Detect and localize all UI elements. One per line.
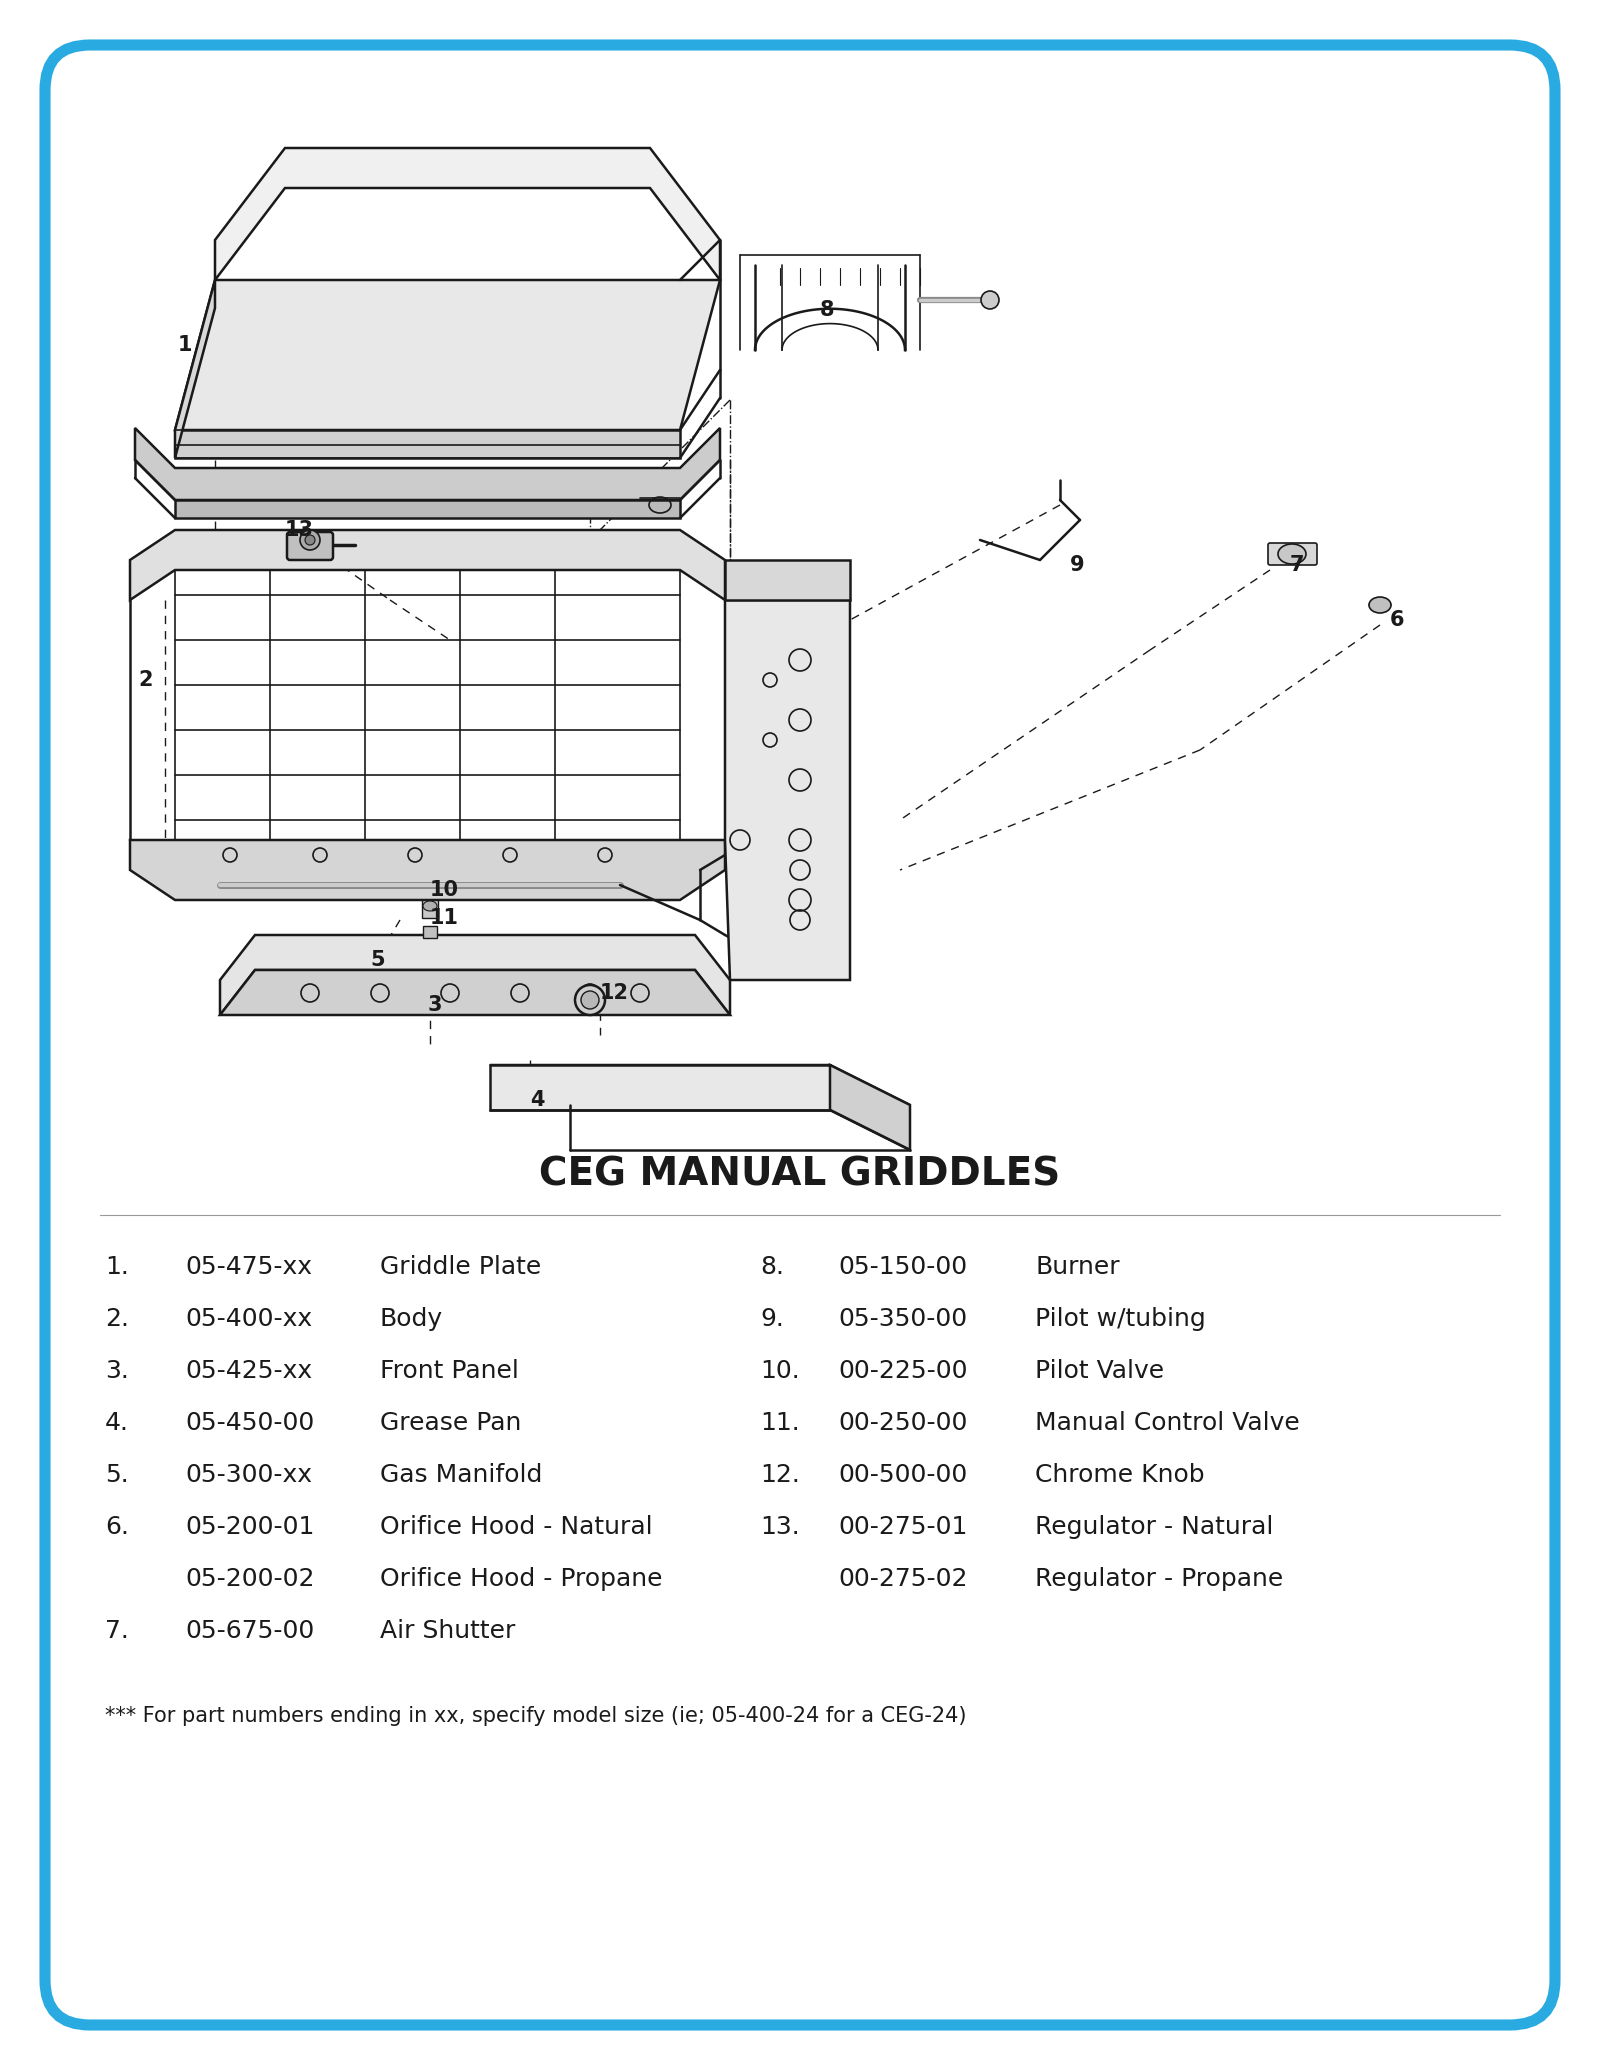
- Text: 05-400-xx: 05-400-xx: [186, 1306, 312, 1331]
- Text: 10: 10: [430, 880, 459, 900]
- Text: 1.: 1.: [106, 1254, 130, 1279]
- Text: Orifice Hood - Propane: Orifice Hood - Propane: [381, 1567, 662, 1592]
- Polygon shape: [174, 279, 214, 457]
- Text: 05-300-xx: 05-300-xx: [186, 1463, 312, 1486]
- Text: Air Shutter: Air Shutter: [381, 1619, 515, 1644]
- Text: 11: 11: [430, 909, 459, 927]
- Polygon shape: [221, 936, 730, 1014]
- Text: Grease Pan: Grease Pan: [381, 1412, 522, 1435]
- Text: 7.: 7.: [106, 1619, 130, 1644]
- Text: 7: 7: [1290, 555, 1304, 575]
- Text: 05-200-02: 05-200-02: [186, 1567, 315, 1592]
- Text: 5: 5: [370, 950, 384, 971]
- Polygon shape: [490, 1064, 910, 1105]
- Text: 13.: 13.: [760, 1515, 800, 1538]
- Text: 8: 8: [819, 300, 835, 321]
- Bar: [422, 925, 437, 938]
- Ellipse shape: [981, 292, 998, 308]
- Text: 05-450-00: 05-450-00: [186, 1412, 314, 1435]
- Text: 8.: 8.: [760, 1254, 784, 1279]
- Text: 3: 3: [429, 996, 443, 1014]
- Text: 3.: 3.: [106, 1360, 130, 1383]
- Text: Orifice Hood - Natural: Orifice Hood - Natural: [381, 1515, 653, 1538]
- Ellipse shape: [301, 530, 320, 551]
- Polygon shape: [830, 1064, 910, 1151]
- Polygon shape: [490, 1064, 830, 1110]
- Text: 05-675-00: 05-675-00: [186, 1619, 314, 1644]
- Text: Chrome Knob: Chrome Knob: [1035, 1463, 1205, 1486]
- Polygon shape: [174, 501, 680, 518]
- Text: 2.: 2.: [106, 1306, 130, 1331]
- Polygon shape: [214, 147, 720, 279]
- Ellipse shape: [581, 992, 598, 1008]
- Text: 11.: 11.: [760, 1412, 800, 1435]
- Ellipse shape: [1278, 544, 1306, 563]
- Text: Manual Control Valve: Manual Control Valve: [1035, 1412, 1299, 1435]
- Ellipse shape: [306, 534, 315, 544]
- Text: 6: 6: [1390, 611, 1405, 629]
- Polygon shape: [130, 530, 725, 600]
- Text: 00-275-01: 00-275-01: [838, 1515, 968, 1538]
- Text: Regulator - Propane: Regulator - Propane: [1035, 1567, 1283, 1592]
- Text: 2: 2: [138, 671, 152, 689]
- Text: 05-200-01: 05-200-01: [186, 1515, 314, 1538]
- Text: 00-250-00: 00-250-00: [838, 1412, 968, 1435]
- Text: 9: 9: [1070, 555, 1085, 575]
- Text: Burner: Burner: [1035, 1254, 1120, 1279]
- Text: Front Panel: Front Panel: [381, 1360, 518, 1383]
- FancyBboxPatch shape: [286, 532, 333, 561]
- Polygon shape: [221, 971, 730, 1014]
- Text: 00-275-02: 00-275-02: [838, 1567, 968, 1592]
- Text: 00-500-00: 00-500-00: [838, 1463, 968, 1486]
- Text: 00-225-00: 00-225-00: [838, 1360, 968, 1383]
- Text: CEG MANUAL GRIDDLES: CEG MANUAL GRIDDLES: [539, 1155, 1061, 1194]
- Text: 4: 4: [530, 1091, 544, 1110]
- Ellipse shape: [574, 985, 605, 1014]
- Polygon shape: [174, 279, 720, 431]
- Text: 6.: 6.: [106, 1515, 130, 1538]
- Text: 5.: 5.: [106, 1463, 128, 1486]
- Polygon shape: [725, 600, 850, 979]
- Text: Pilot w/tubing: Pilot w/tubing: [1035, 1306, 1206, 1331]
- Polygon shape: [134, 428, 720, 501]
- Text: 10.: 10.: [760, 1360, 800, 1383]
- Text: *** For part numbers ending in xx, specify model size (ie; 05-400-24 for a CEG-2: *** For part numbers ending in xx, speci…: [106, 1706, 966, 1726]
- Polygon shape: [130, 840, 725, 900]
- Text: Griddle Plate: Griddle Plate: [381, 1254, 541, 1279]
- Text: 9.: 9.: [760, 1306, 784, 1331]
- Text: 05-475-xx: 05-475-xx: [186, 1254, 312, 1279]
- Text: 13: 13: [285, 520, 314, 540]
- Text: Regulator - Natural: Regulator - Natural: [1035, 1515, 1274, 1538]
- Bar: [422, 900, 438, 917]
- FancyBboxPatch shape: [1267, 542, 1317, 565]
- Text: 05-425-xx: 05-425-xx: [186, 1360, 312, 1383]
- Text: 4.: 4.: [106, 1412, 130, 1435]
- Text: Gas Manifold: Gas Manifold: [381, 1463, 542, 1486]
- Polygon shape: [174, 431, 680, 457]
- Ellipse shape: [1370, 596, 1390, 613]
- Text: Body: Body: [381, 1306, 443, 1331]
- Polygon shape: [725, 561, 850, 600]
- Text: 12: 12: [600, 983, 629, 1004]
- Text: 12.: 12.: [760, 1463, 800, 1486]
- Text: 05-150-00: 05-150-00: [838, 1254, 966, 1279]
- Text: 1: 1: [178, 335, 192, 354]
- Text: Pilot Valve: Pilot Valve: [1035, 1360, 1165, 1383]
- Ellipse shape: [422, 900, 437, 911]
- Text: 05-350-00: 05-350-00: [838, 1306, 966, 1331]
